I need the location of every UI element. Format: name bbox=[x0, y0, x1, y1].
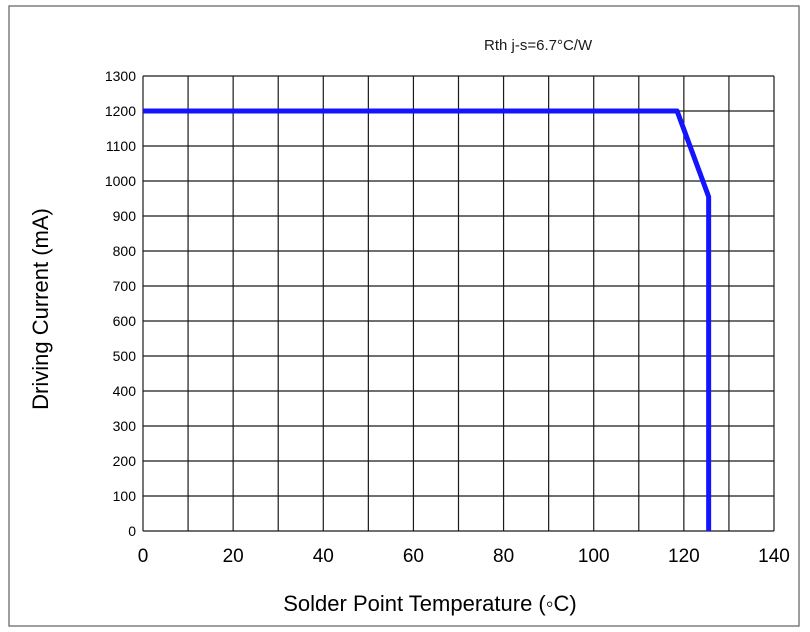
y-tick-label: 300 bbox=[113, 418, 137, 434]
series-line bbox=[143, 108, 712, 531]
y-tick-label: 700 bbox=[113, 278, 137, 294]
y-tick-label: 1000 bbox=[105, 173, 136, 189]
x-axis-label: Solder Point Temperature (◦C) bbox=[283, 591, 577, 616]
x-tick-label: 120 bbox=[668, 546, 700, 567]
y-tick-label: 200 bbox=[113, 453, 137, 469]
y-tick-label: 100 bbox=[113, 488, 137, 504]
y-tick-label: 900 bbox=[113, 208, 137, 224]
x-tick-label: 60 bbox=[403, 546, 424, 567]
x-tick-label: 0 bbox=[138, 546, 149, 567]
x-tick-label: 100 bbox=[578, 546, 610, 567]
y-tick-label: 800 bbox=[113, 243, 137, 259]
y-tick-label: 1200 bbox=[105, 103, 136, 119]
y-axis-label: Driving Current (mA) bbox=[28, 208, 53, 410]
x-tick-label: 80 bbox=[493, 546, 514, 567]
x-tick-label: 40 bbox=[313, 546, 334, 567]
grid bbox=[142, 75, 775, 532]
y-tick-label: 400 bbox=[113, 383, 137, 399]
tick-labels: 0100200300400500600700800900100011001200… bbox=[105, 68, 790, 567]
x-tick-label: 20 bbox=[223, 546, 244, 567]
y-tick-label: 1100 bbox=[106, 138, 136, 154]
y-tick-label: 500 bbox=[113, 348, 137, 364]
series-layer bbox=[143, 108, 712, 531]
y-tick-label: 0 bbox=[128, 523, 136, 539]
y-tick-label: 600 bbox=[113, 313, 137, 329]
x-tick-label: 140 bbox=[758, 546, 790, 567]
annotation-rth: Rth j-s=6.7°C/W bbox=[484, 37, 593, 54]
y-tick-label: 1300 bbox=[105, 68, 136, 84]
